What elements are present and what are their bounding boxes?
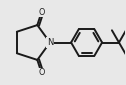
Text: O: O [38,68,45,77]
Text: N: N [47,38,53,47]
Text: O: O [38,8,45,17]
